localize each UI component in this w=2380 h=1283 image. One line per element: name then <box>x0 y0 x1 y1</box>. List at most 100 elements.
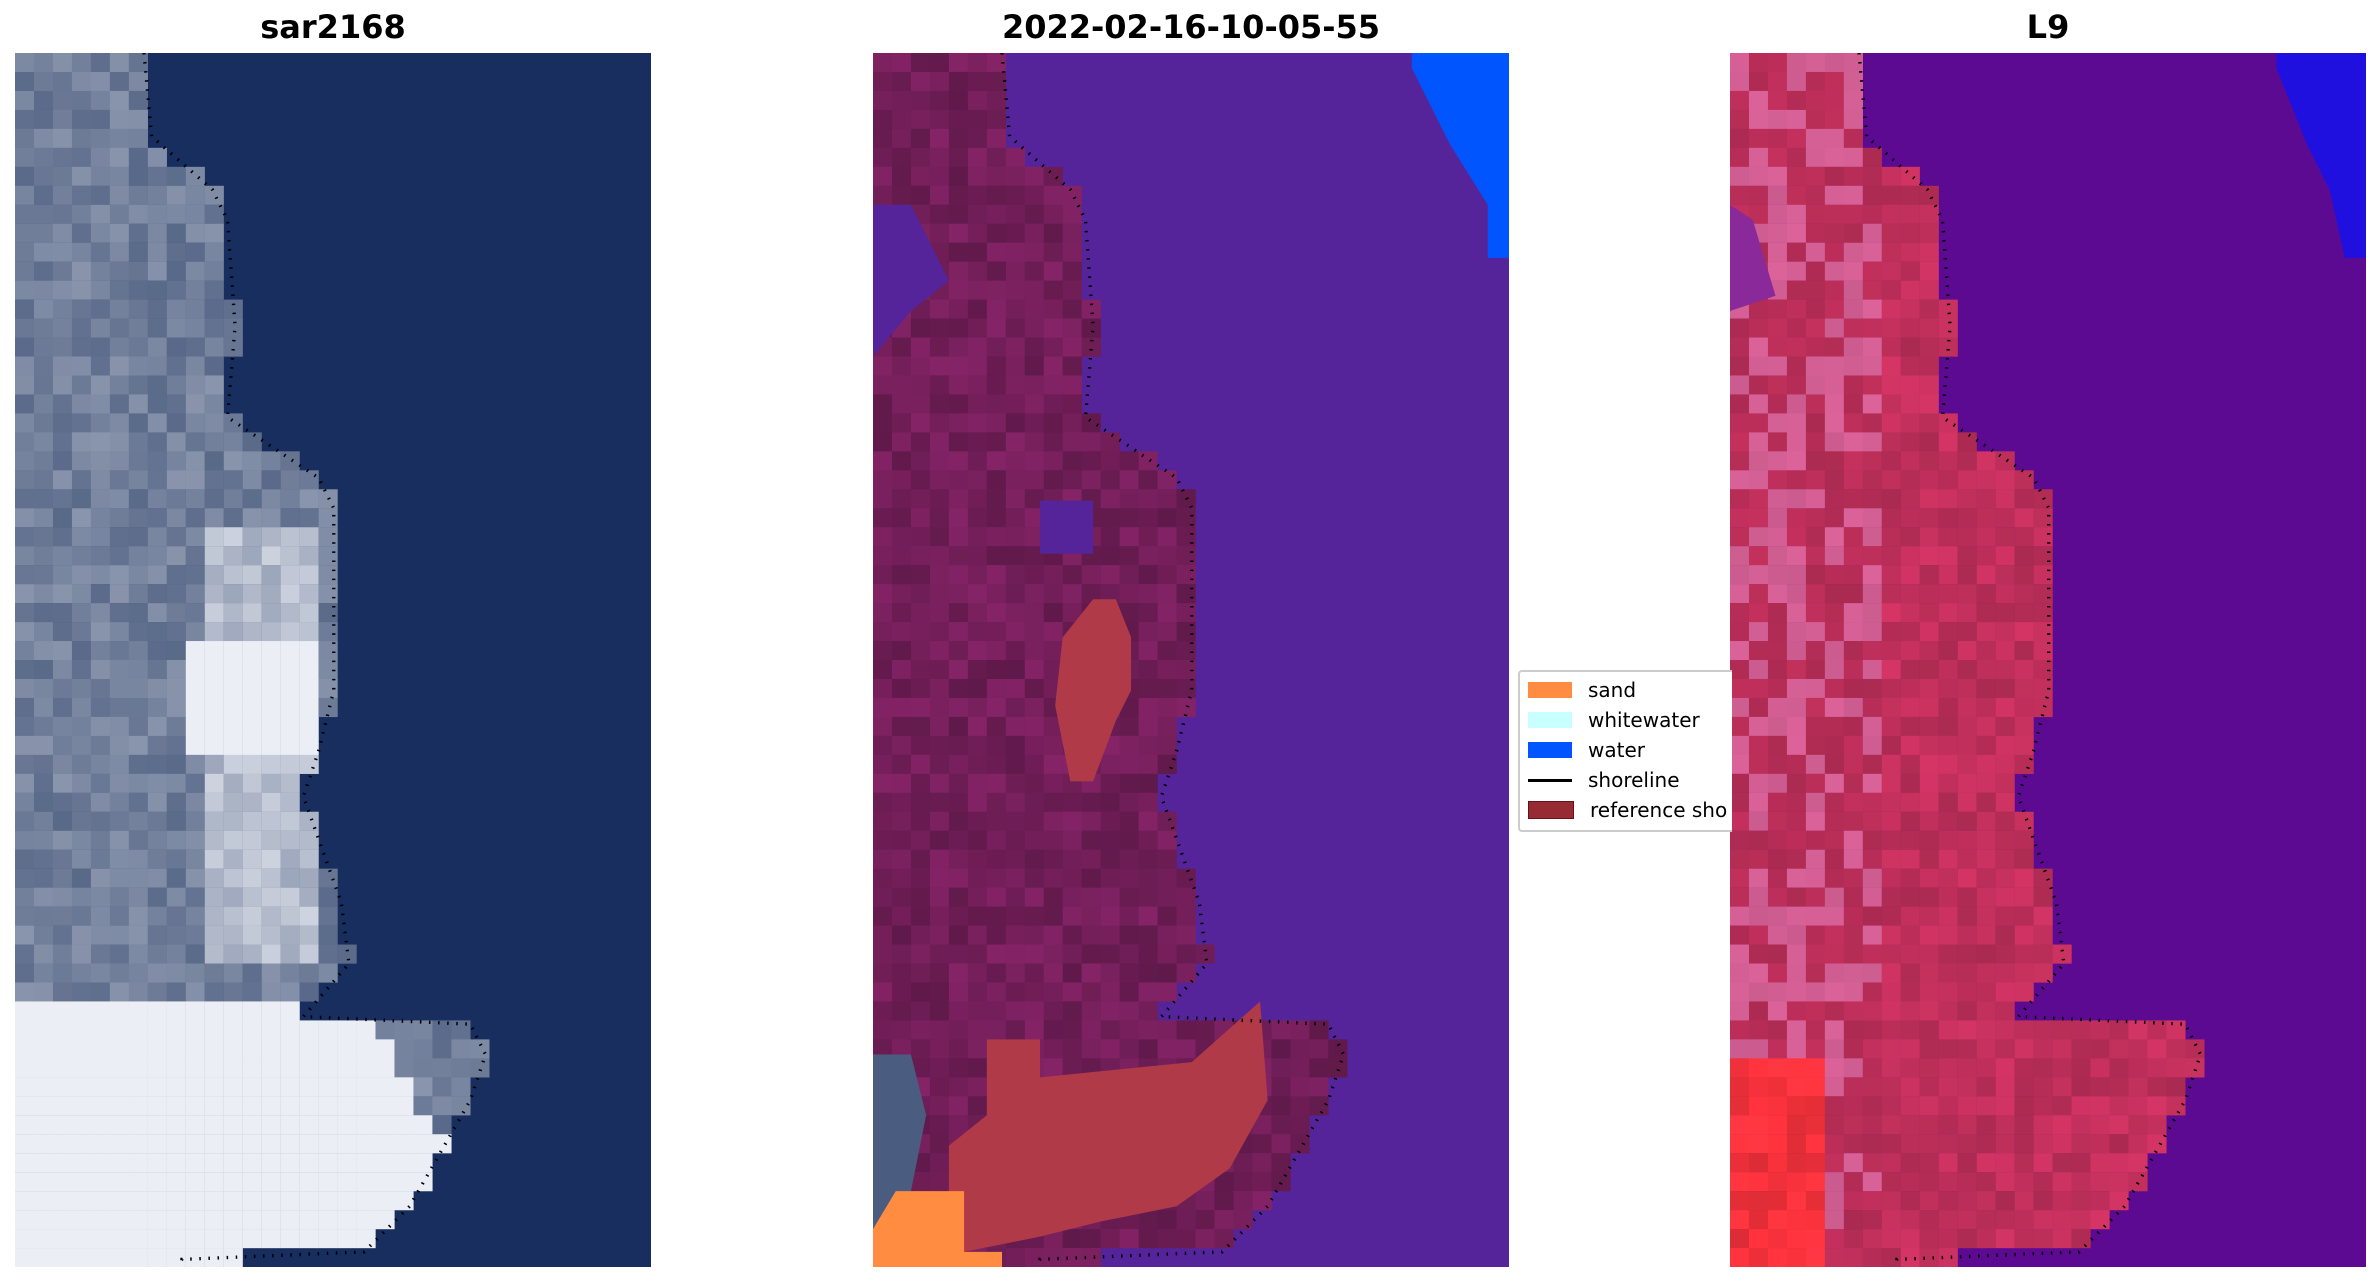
land-pixel <box>299 887 319 907</box>
land-pixel <box>2014 546 2034 566</box>
land-pixel <box>1100 489 1120 509</box>
land-pixel <box>1748 185 1769 205</box>
land-pixel <box>261 1172 281 1192</box>
land-pixel <box>280 1191 300 1211</box>
land-pixel <box>929 299 950 319</box>
land-pixel <box>261 906 281 926</box>
land-pixel <box>1119 754 1139 774</box>
land-pixel <box>185 811 205 831</box>
land-pixel <box>1024 280 1044 300</box>
land-pixel <box>2014 527 2034 547</box>
land-pixel <box>2071 1172 2091 1192</box>
land-pixel <box>1824 565 1844 585</box>
land-pixel <box>15 622 35 642</box>
land-pixel <box>280 906 300 926</box>
land-pixel <box>1900 925 1920 945</box>
land-pixel <box>1843 584 1863 604</box>
land-pixel <box>299 641 319 661</box>
land-pixel <box>891 963 912 983</box>
land-pixel <box>2071 1115 2091 1135</box>
land-pixel <box>147 1134 167 1154</box>
land-pixel <box>967 90 987 111</box>
land-pixel <box>15 773 35 793</box>
land-pixel <box>1043 565 1063 585</box>
land-pixel <box>52 53 73 73</box>
land-pixel <box>1824 451 1844 471</box>
land-pixel <box>1976 792 1996 812</box>
land-pixel <box>1100 565 1120 585</box>
land-pixel <box>185 413 205 433</box>
land-pixel <box>1748 1229 1769 1249</box>
land-pixel <box>15 906 35 926</box>
land-pixel <box>1957 982 1977 1002</box>
land-pixel <box>242 565 262 585</box>
land-pixel <box>1730 716 1750 737</box>
land-pixel <box>1919 1058 1939 1078</box>
land-pixel <box>166 773 186 793</box>
land-pixel <box>1043 451 1063 471</box>
land-pixel <box>1786 1020 1807 1040</box>
land-pixel <box>15 128 35 148</box>
land-pixel <box>1119 887 1139 907</box>
land-pixel <box>1805 1077 1826 1097</box>
land-pixel <box>1938 735 1958 755</box>
land-pixel <box>1786 622 1807 642</box>
land-pixel <box>986 830 1006 850</box>
land-pixel <box>1005 811 1025 831</box>
land-pixel <box>71 1248 92 1267</box>
land-pixel <box>929 90 950 111</box>
land-pixel <box>109 735 129 755</box>
land-pixel <box>1138 508 1158 528</box>
land-pixel <box>451 1096 471 1116</box>
land-pixel <box>223 830 243 850</box>
land-pixel <box>1005 318 1025 338</box>
land-pixel <box>33 147 54 167</box>
land-pixel <box>166 375 186 395</box>
land-pixel <box>166 925 186 945</box>
land-pixel <box>1767 792 1788 812</box>
land-pixel <box>1271 1039 1291 1059</box>
land-pixel <box>2033 1020 2053 1040</box>
land-pixel <box>1957 678 1977 699</box>
land-pixel <box>2014 1077 2034 1097</box>
land-pixel <box>891 470 912 490</box>
land-pixel <box>1100 944 1120 964</box>
land-pixel <box>185 982 205 1002</box>
land-pixel <box>1100 868 1120 888</box>
land-pixel <box>1043 925 1063 945</box>
land-pixel <box>33 432 54 452</box>
land-pixel <box>910 356 931 376</box>
land-pixel <box>394 1077 414 1097</box>
land-pixel <box>1062 1248 1082 1267</box>
land-pixel <box>873 394 893 414</box>
land-pixel <box>242 716 262 737</box>
land-pixel <box>261 1096 281 1116</box>
land-pixel <box>261 735 281 755</box>
land-pixel <box>2166 1020 2186 1040</box>
land-pixel <box>71 1058 92 1078</box>
land-pixel <box>1309 1039 1329 1059</box>
land-pixel <box>71 792 92 812</box>
land-pixel <box>1995 925 2015 945</box>
land-pixel <box>109 128 129 148</box>
land-pixel <box>204 337 224 357</box>
land-pixel <box>261 508 281 528</box>
land-pixel <box>910 337 931 357</box>
land-pixel <box>1900 451 1920 471</box>
land-pixel <box>128 887 148 907</box>
land-pixel <box>1862 697 1882 718</box>
land-pixel <box>166 337 186 357</box>
land-pixel <box>967 754 987 774</box>
land-pixel <box>1862 887 1882 907</box>
land-pixel <box>1805 375 1826 395</box>
land-pixel <box>90 90 111 111</box>
land-pixel <box>1843 830 1863 850</box>
land-pixel <box>1843 1096 1863 1116</box>
land-pixel <box>1862 166 1882 186</box>
land-pixel <box>1919 811 1939 831</box>
land-pixel <box>375 1134 395 1154</box>
land-pixel <box>109 868 129 888</box>
land-pixel <box>1062 906 1082 926</box>
land-pixel <box>929 166 950 186</box>
land-pixel <box>1976 944 1996 964</box>
